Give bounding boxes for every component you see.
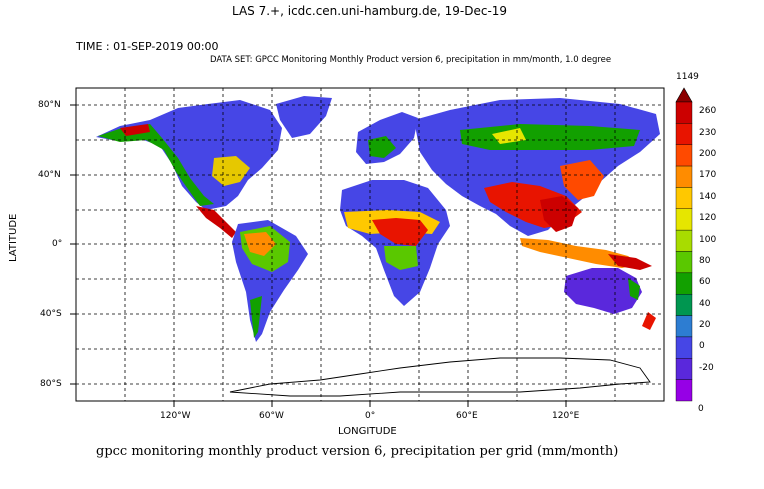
land-greenland <box>276 96 332 138</box>
land-new-zealand <box>642 312 656 330</box>
lon-tick-120e: 120°E <box>552 411 580 421</box>
colorbar-level-label: 20 <box>699 319 711 330</box>
lon-tick-60e: 60°E <box>456 411 478 421</box>
dataset-label: DATA SET: GPCC Monitoring Monthly Produc… <box>210 55 612 65</box>
land-china <box>560 160 604 200</box>
colorbar-swatch <box>675 187 693 209</box>
x-axis-label: LONGITUDE <box>338 426 397 437</box>
colorbar-swatch <box>675 379 693 402</box>
time-label: TIME : 01-SEP-2019 00:00 <box>76 40 219 53</box>
colorbar-level-label: 230 <box>699 127 717 138</box>
lat-tick-40s: 40°S <box>40 309 62 319</box>
colorbar-swatch <box>675 165 693 188</box>
plot-header-title: LAS 7.+, icdc.cen.uni-hamburg.de, 19-Dec… <box>232 4 508 18</box>
land-australia <box>564 268 642 314</box>
colorbar-level-label: 120 <box>699 213 717 224</box>
land-africa-green <box>384 246 418 270</box>
land-sa-south <box>250 296 262 338</box>
colorbar-swatch <box>675 144 693 167</box>
colorbar-swatch <box>675 208 693 231</box>
colorbar-swatch <box>675 101 693 124</box>
land-north-america <box>96 100 282 210</box>
land-europe-green <box>368 136 396 158</box>
graticule-lines <box>76 88 664 401</box>
land-asia-yellow <box>492 128 526 144</box>
lat-tick-80n: 80°N <box>38 100 61 110</box>
colorbar-level-label: 100 <box>699 234 717 245</box>
map-field <box>76 88 664 401</box>
lon-tick-60w: 60°W <box>259 411 284 421</box>
lon-tick-0: 0° <box>365 411 376 421</box>
land-africa-wet <box>372 218 428 246</box>
land-na-wet <box>212 156 250 186</box>
colorbar-swatch <box>675 358 693 380</box>
colorbar-level-label: 140 <box>699 191 717 202</box>
colorbar-level-label: -20 <box>699 362 714 373</box>
colorbar-level-label: 0 <box>699 341 705 352</box>
land-australia-east <box>628 278 640 300</box>
land-sa-wet <box>244 232 276 256</box>
land-new-guinea <box>608 254 652 270</box>
land-se-asia-wet <box>540 196 578 232</box>
lat-tick-40n: 40°N <box>38 170 61 180</box>
land-asia-green <box>460 124 640 150</box>
colorbar-level-label: 170 <box>699 170 717 181</box>
colorbar-level-label: 260 <box>699 106 717 117</box>
lon-tick-120w: 120°W <box>160 411 191 421</box>
lat-tick-80s: 80°S <box>40 379 62 389</box>
colorbar-level-label: 80 <box>699 255 711 266</box>
colorbar-swatch <box>675 315 693 338</box>
land-central-america <box>196 206 236 238</box>
colorbar-max-label: 1149 <box>676 72 699 82</box>
lat-tick-0: 0° <box>52 239 63 249</box>
colorbar-level-label: 200 <box>699 149 717 160</box>
axis-ticks <box>70 104 567 407</box>
colorbar-swatch <box>675 294 693 316</box>
colorbar-swatch <box>675 229 693 252</box>
footer-caption: gpcc monitoring monthly product version … <box>96 444 619 459</box>
colorbar-swatch <box>675 123 693 145</box>
land-na-red <box>120 124 150 136</box>
colorbar-level-label: 40 <box>699 298 711 309</box>
y-axis-label: LATITUDE <box>8 213 19 262</box>
colorbar-swatch <box>675 272 693 295</box>
colorbar-level-label: 60 <box>699 277 711 288</box>
land-indonesia <box>520 238 640 268</box>
colorbar-min-label: 0 <box>698 404 704 414</box>
colorbar-swatch <box>675 336 693 359</box>
colorbar-swatch <box>675 251 693 274</box>
colorbar <box>675 87 693 402</box>
colorbar-max-arrow <box>675 87 693 103</box>
antarctica-outline <box>229 357 651 397</box>
